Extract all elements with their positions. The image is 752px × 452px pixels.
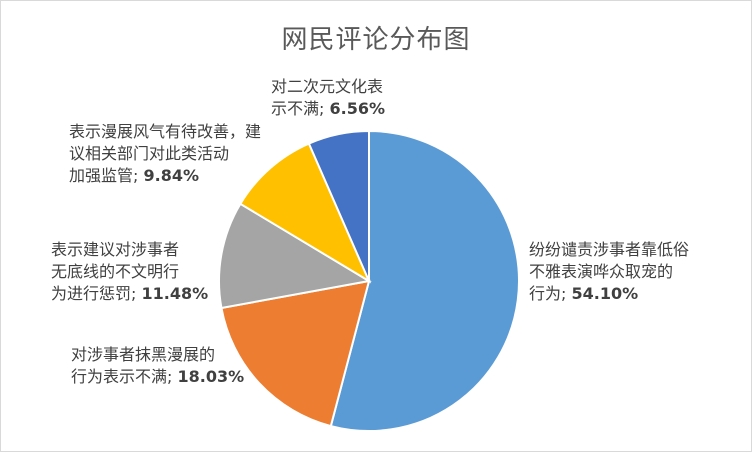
slice-label-text: 纷纷谴责涉事者靠低俗 不雅表演哗众取宠的 行为; xyxy=(529,240,690,303)
slice-label-value: 9.84% xyxy=(143,166,199,185)
pie-slice-3 xyxy=(218,202,372,310)
slice-label-value: 18.03% xyxy=(177,367,245,386)
slice-label-1: 纷纷谴责涉事者靠低俗 不雅表演哗众取宠的 行为; 54.10% xyxy=(529,239,719,305)
slice-label-text: 对二次元文化表 示不满; xyxy=(271,77,384,118)
pie-slice-2 xyxy=(220,279,371,428)
slice-label-2: 对涉事者抹黑漫展的 行为表示不满; 18.03% xyxy=(71,344,261,388)
slice-label-text: 对涉事者抹黑漫展的 行为表示不满; xyxy=(71,345,216,386)
slice-label-text: 表示建议对涉事者 无底线的不文明行 为进行惩罚; xyxy=(51,240,180,303)
slice-label-text: 表示漫展风气有待改善，建 议相关部门对此类活动 加强监管; xyxy=(69,122,262,185)
slice-label-value: 6.56% xyxy=(329,99,385,118)
slice-label-5: 对二次元文化表 示不满; 6.56% xyxy=(271,76,431,120)
pie-slice-1 xyxy=(329,129,520,432)
slice-label-value: 11.48% xyxy=(141,284,209,303)
pie-slice-4 xyxy=(239,142,372,284)
slice-label-value: 54.10% xyxy=(571,284,639,303)
chart-title: 网民评论分布图 xyxy=(281,25,471,55)
slice-label-4: 表示漫展风气有待改善，建 议相关部门对此类活动 加强监管; 9.84% xyxy=(69,121,279,187)
slice-label-3: 表示建议对涉事者 无底线的不文明行 为进行惩罚; 11.48% xyxy=(51,239,221,305)
pie-slice-5 xyxy=(307,129,370,282)
